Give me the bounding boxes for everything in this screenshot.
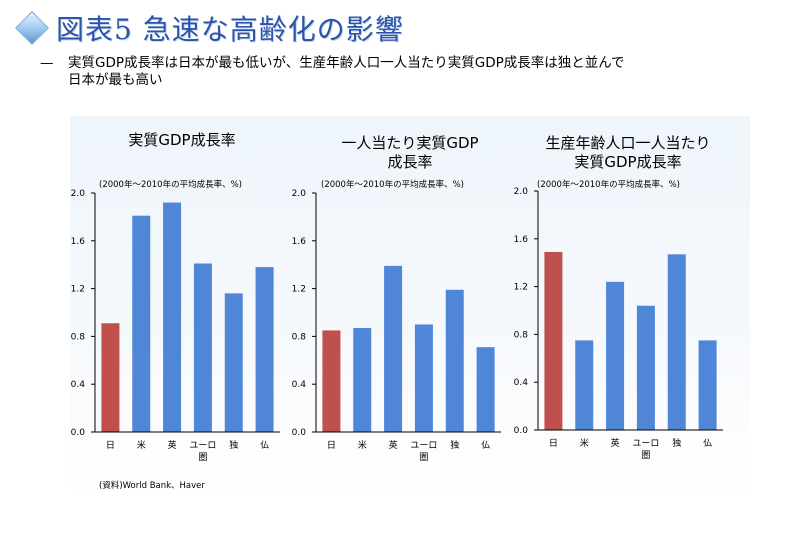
subtitle-line-2: 日本が最も高い	[40, 72, 780, 89]
chart-1-title-line-1: 実質GDP成長率	[128, 131, 236, 149]
y-tick-label: 1.6	[71, 237, 86, 247]
bar-ユーロ圏	[193, 263, 212, 432]
bar-日	[544, 251, 563, 430]
y-tick-label: 1.6	[292, 237, 307, 247]
chart-2-title-line-2: 成長率	[387, 153, 433, 171]
y-tick-label: 1.2	[71, 285, 85, 295]
subtitle-line-1: — 実質GDP成長率は日本が最も低いが、生産年齢人口一人当たり実質GDP成長率は独…	[40, 55, 780, 72]
x-tick-label: 英	[168, 439, 177, 451]
chart-3-title: 生産年齢人口一人当たり 実質GDP成長率	[528, 134, 728, 172]
bar-英	[384, 265, 403, 432]
y-tick-label: 0.4	[292, 380, 307, 390]
y-tick-label: 1.6	[514, 235, 529, 245]
subtitle-text-1: 実質GDP成長率は日本が最も低いが、生産年齢人口一人当たり実質GDP成長率は独と…	[68, 55, 625, 71]
x-tick-label: 仏	[703, 438, 712, 449]
x-tick-label: 仏	[481, 440, 490, 451]
bar-仏	[255, 267, 274, 432]
bar-仏	[698, 340, 717, 430]
y-tick-label: 0.8	[71, 332, 86, 342]
x-tick-label: 独	[672, 437, 681, 449]
y-tick-label: 1.2	[292, 285, 306, 295]
chart-1-unit: (2000年～2010年の平均成長率、%)	[99, 180, 242, 190]
y-tick-label: 0.4	[71, 380, 86, 390]
bar-英	[606, 281, 625, 430]
bar-仏	[476, 347, 495, 432]
diamond-icon	[15, 11, 49, 45]
bar-英	[163, 202, 182, 432]
chart-3-unit: (2000年～2010年の平均成長率、%)	[537, 180, 680, 190]
bar-米	[132, 215, 151, 432]
y-tick-label: 0.0	[514, 426, 529, 436]
bar-独	[224, 293, 243, 432]
x-tick-label: ユーロ	[632, 439, 659, 449]
x-tick-label: 日	[106, 440, 115, 451]
x-tick-label: 圏	[641, 450, 650, 461]
chart-1-title: 実質GDP成長率	[97, 131, 267, 150]
y-tick-label: 0.8	[292, 332, 307, 342]
bar-独	[445, 289, 464, 432]
bar-独	[667, 254, 686, 430]
chart-2-title-line-1: 一人当たり実質GDP	[341, 134, 479, 152]
y-tick-label: 0.4	[514, 378, 529, 388]
subtitle-text-2: 日本が最も高い	[68, 72, 163, 88]
report-header: 図表5 急速な高齢化の影響	[14, 8, 404, 48]
x-tick-label: 英	[389, 439, 398, 451]
subtitle: — 実質GDP成長率は日本が最も低いが、生産年齢人口一人当たり実質GDP成長率は独…	[40, 55, 780, 89]
x-tick-label: 英	[611, 437, 620, 449]
x-tick-label: 圏	[419, 452, 428, 463]
x-tick-label: 仏	[260, 440, 269, 451]
bar-日	[101, 323, 120, 432]
x-tick-label: 独	[450, 439, 459, 451]
x-tick-label: ユーロ	[410, 441, 437, 451]
source-note: (資料)World Bank、Haver	[99, 481, 205, 491]
x-tick-label: 圏	[198, 452, 207, 463]
y-tick-label: 2.0	[514, 187, 529, 197]
chart-3-title-line-1: 生産年齢人口一人当たり	[545, 134, 711, 152]
y-tick-label: 2.0	[71, 189, 86, 199]
subtitle-dash: —	[40, 55, 54, 71]
page-title: 図表5 急速な高齢化の影響	[56, 13, 404, 46]
chart-3-title-line-2: 実質GDP成長率	[574, 153, 682, 171]
x-tick-label: ユーロ	[189, 441, 216, 451]
x-tick-label: 日	[549, 438, 558, 449]
x-tick-label: 独	[229, 439, 238, 451]
y-tick-label: 0.8	[514, 330, 529, 340]
y-tick-label: 2.0	[292, 189, 307, 199]
y-tick-label: 0.0	[292, 428, 307, 438]
y-tick-label: 1.2	[514, 283, 528, 293]
bar-ユーロ圏	[414, 324, 433, 432]
x-tick-label: 米	[358, 439, 367, 451]
chart-panel	[70, 116, 750, 500]
bar-米	[575, 340, 594, 430]
bar-ユーロ圏	[636, 305, 655, 430]
chart-2-title: 一人当たり実質GDP 成長率	[320, 134, 500, 172]
x-tick-label: 米	[580, 437, 589, 449]
chart-2-unit: (2000年～2010年の平均成長率、%)	[321, 180, 464, 190]
bar-米	[353, 328, 372, 432]
bar-日	[322, 330, 341, 432]
y-tick-label: 0.0	[71, 428, 86, 438]
x-tick-label: 米	[137, 439, 146, 451]
x-tick-label: 日	[327, 440, 336, 451]
